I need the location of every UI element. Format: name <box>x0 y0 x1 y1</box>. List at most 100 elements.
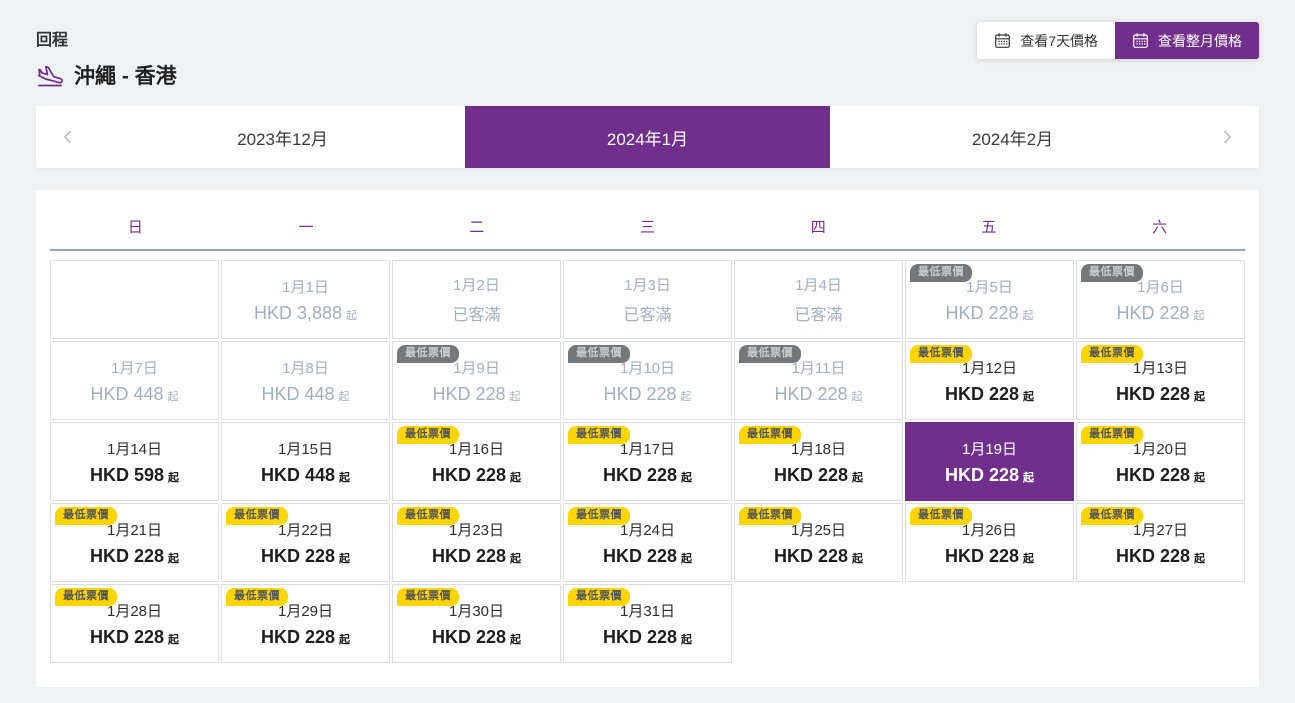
price-from-suffix: 起 <box>346 309 358 322</box>
prev-month-button[interactable] <box>36 106 100 168</box>
lowest-fare-badge: 最低票價 <box>1081 345 1143 363</box>
chevron-right-icon <box>1223 130 1232 144</box>
cell-date: 1月19日 <box>961 440 1018 458</box>
calendar-grid: 1月1日 HKD 3,888 起 1月2日 已客滿 1月3日 已客滿 1月4日 已客滿 最低票價 1… <box>50 260 1245 663</box>
price-from-suffix: 起 <box>852 552 864 565</box>
cell-date: 1月30日 <box>448 602 505 620</box>
calendar-day-cell[interactable]: 最低票價 1月23日 HKD 228 起 <box>392 503 561 582</box>
trip-direction-label: 回程 <box>36 32 69 49</box>
plane-landing-icon <box>36 61 64 89</box>
price-from-suffix: 起 <box>851 390 863 403</box>
lowest-fare-badge: 最低票價 <box>55 588 117 606</box>
lowest-fare-badge: 最低票價 <box>397 426 459 444</box>
lowest-fare-badge: 最低票價 <box>910 264 972 282</box>
view-month-button[interactable]: 查看整月價格 <box>1115 22 1259 59</box>
route-title: 沖繩 - 香港 <box>74 65 177 88</box>
price-from-suffix: 起 <box>1194 552 1206 565</box>
cell-date: 1月20日 <box>1132 440 1189 458</box>
chevron-left-icon <box>63 130 72 144</box>
price-from-suffix: 起 <box>339 471 351 484</box>
lowest-fare-badge: 最低票價 <box>739 507 801 525</box>
cell-price: HKD 228 起 <box>774 383 863 404</box>
tab-month-prev[interactable]: 2023年12月 <box>237 129 328 149</box>
price-from-suffix: 起 <box>168 552 180 565</box>
lowest-fare-badge: 最低票價 <box>568 345 630 363</box>
lowest-fare-badge: 最低票價 <box>739 345 801 363</box>
calendar-day-cell[interactable]: 最低票價 1月18日 HKD 228 起 <box>734 422 903 501</box>
calendar-day-cell: 1月8日 HKD 448 起 <box>221 341 390 420</box>
tab-month-current[interactable]: 2024年1月 <box>465 106 830 168</box>
month-navigation: 2023年12月 2024年1月 2024年2月 <box>36 106 1259 168</box>
calendar-day-cell[interactable]: 1月19日 HKD 228 起 <box>905 422 1074 501</box>
cell-date: 1月2日 <box>453 277 500 294</box>
calendar-day-cell[interactable]: 最低票價 1月31日 HKD 228 起 <box>563 584 732 663</box>
calendar-blank <box>734 584 903 663</box>
cell-date: 1月15日 <box>277 440 334 458</box>
price-from-suffix: 起 <box>1022 309 1034 322</box>
lowest-fare-badge: 最低票價 <box>1081 507 1143 525</box>
cell-price: HKD 448 起 <box>261 383 350 404</box>
price-from-suffix: 起 <box>1023 471 1035 484</box>
cell-price: HKD 228 起 <box>602 626 693 647</box>
cell-price: HKD 228 起 <box>431 545 522 566</box>
price-view-toggle: 查看7天價格 查看整月價格 <box>977 22 1259 59</box>
calendar-day-cell[interactable]: 最低票價 1月30日 HKD 228 起 <box>392 584 561 663</box>
calendar-day-cell: 最低票價 1月11日 HKD 228 起 <box>734 341 903 420</box>
price-from-suffix: 起 <box>168 633 180 646</box>
cell-price: HKD 228 起 <box>773 545 864 566</box>
lowest-fare-badge: 最低票價 <box>397 345 459 363</box>
cell-date: 1月23日 <box>448 521 505 539</box>
calendar-day-cell[interactable]: 最低票價 1月16日 HKD 228 起 <box>392 422 561 501</box>
calendar-day-cell: 1月4日 已客滿 <box>734 260 903 339</box>
cell-date: 1月31日 <box>619 602 676 620</box>
price-from-suffix: 起 <box>1194 390 1206 403</box>
lowest-fare-badge: 最低票價 <box>397 588 459 606</box>
lowest-fare-badge: 最低票價 <box>739 426 801 444</box>
cell-date: 1月24日 <box>619 521 676 539</box>
lowest-fare-badge: 最低票價 <box>910 507 972 525</box>
cell-price: HKD 228 起 <box>1116 302 1205 323</box>
cell-date: 1月1日 <box>282 278 329 296</box>
calendar-day-cell: 1月2日 已客滿 <box>392 260 561 339</box>
calendar-day-cell: 最低票價 1月10日 HKD 228 起 <box>563 341 732 420</box>
calendar-day-cell[interactable]: 最低票價 1月20日 HKD 228 起 <box>1076 422 1245 501</box>
calendar-day-cell[interactable]: 最低票價 1月26日 HKD 228 起 <box>905 503 1074 582</box>
calendar-day-cell[interactable]: 最低票價 1月28日 HKD 228 起 <box>50 584 219 663</box>
price-from-suffix: 起 <box>852 471 864 484</box>
cell-date: 1月8日 <box>282 359 329 377</box>
calendar-day-cell[interactable]: 最低票價 1月13日 HKD 228 起 <box>1076 341 1245 420</box>
cell-date: 1月6日 <box>1137 278 1184 296</box>
route-block: 回程 沖繩 - 香港 <box>36 22 177 90</box>
calendar-day-cell[interactable]: 最低票價 1月29日 HKD 228 起 <box>221 584 390 663</box>
calendar-day-cell[interactable]: 最低票價 1月27日 HKD 228 起 <box>1076 503 1245 582</box>
cell-price: HKD 228 起 <box>432 383 521 404</box>
cell-date: 1月12日 <box>961 359 1018 377</box>
calendar-day-cell[interactable]: 最低票價 1月22日 HKD 228 起 <box>221 503 390 582</box>
tab-month-next[interactable]: 2024年2月 <box>971 129 1054 149</box>
calendar-day-cell[interactable]: 最低票價 1月12日 HKD 228 起 <box>905 341 1074 420</box>
view-7day-button[interactable]: 查看7天價格 <box>977 22 1115 59</box>
cell-date: 1月14日 <box>106 440 163 458</box>
cell-price: HKD 228 起 <box>945 302 1034 323</box>
calendar-day-cell[interactable]: 最低票價 1月25日 HKD 228 起 <box>734 503 903 582</box>
lowest-fare-badge: 最低票價 <box>397 507 459 525</box>
price-from-suffix: 起 <box>1023 390 1035 403</box>
calendar-day-cell[interactable]: 最低票價 1月17日 HKD 228 起 <box>563 422 732 501</box>
price-from-suffix: 起 <box>509 390 521 403</box>
cell-date: 1月29日 <box>277 602 334 620</box>
calendar-day-cell[interactable]: 最低票價 1月21日 HKD 228 起 <box>50 503 219 582</box>
calendar-icon <box>995 33 1011 48</box>
calendar-day-cell[interactable]: 1月14日 HKD 598 起 <box>50 422 219 501</box>
weekday-sat: 六 <box>1152 219 1168 236</box>
price-from-suffix: 起 <box>681 471 693 484</box>
next-month-button[interactable] <box>1195 106 1259 168</box>
calendar-day-cell[interactable]: 1月15日 HKD 448 起 <box>221 422 390 501</box>
calendar-day-cell: 最低票價 1月5日 HKD 228 起 <box>905 260 1074 339</box>
weekday-sun: 日 <box>127 219 143 236</box>
calendar-day-cell[interactable]: 最低票價 1月24日 HKD 228 起 <box>563 503 732 582</box>
view-7day-label: 查看7天價格 <box>1020 32 1098 49</box>
cell-price: HKD 448 起 <box>90 383 179 404</box>
lowest-fare-badge: 最低票價 <box>568 426 630 444</box>
cell-price: HKD 228 起 <box>773 464 864 485</box>
price-from-suffix: 起 <box>681 633 693 646</box>
